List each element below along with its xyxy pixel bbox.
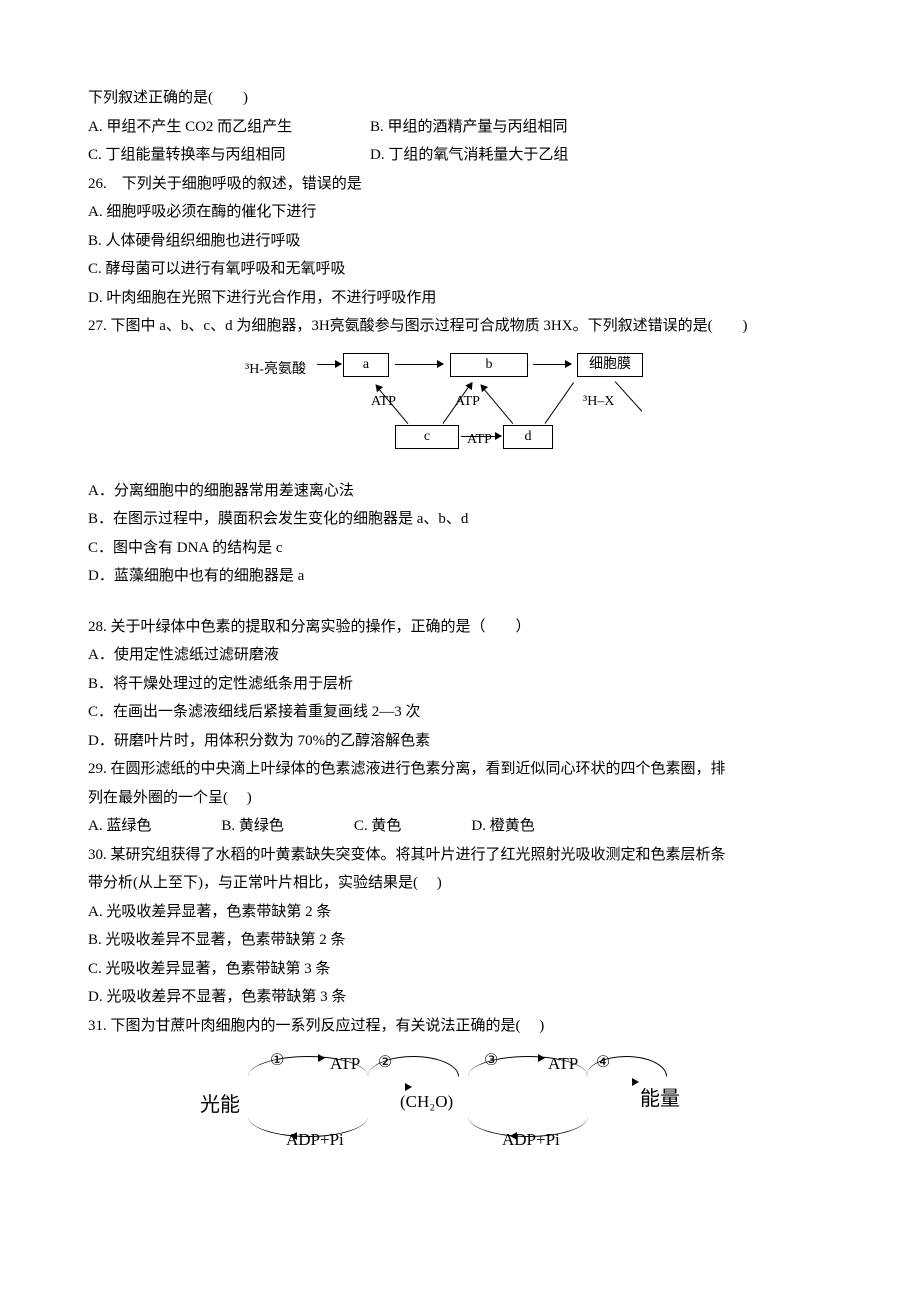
- spacer: [88, 591, 832, 613]
- q26-d: D. 叶肉细胞在光照下进行光合作用，不进行呼吸作用: [88, 284, 832, 313]
- q27-box-c: c: [395, 425, 459, 449]
- q31-ah4: [538, 1054, 545, 1062]
- q31-ah1: [318, 1054, 325, 1062]
- q27-box-d: d: [503, 425, 553, 449]
- q27-box-a: a: [343, 353, 389, 377]
- q27-arrow-b-mem: [533, 364, 571, 365]
- q31-stem: 31. 下图为甘蔗叶肉细胞内的一系列反应过程，有关说法正确的是( ): [88, 1012, 832, 1041]
- q25-opt-b: B. 甲组的酒精产量与丙组相同: [370, 113, 568, 142]
- q27-b: B．在图示过程中，膜面积会发生变化的细胞器是 a、b、d: [88, 505, 832, 534]
- q29-a: A. 蓝绿色: [88, 812, 151, 841]
- q27-atp-3: ATP: [467, 427, 492, 454]
- q27-prod-label: ³H–X: [583, 389, 614, 416]
- q27-diagram: ³H-亮氨酸 a b 细胞膜 c d ATP ATP ATP ³H–X: [245, 353, 675, 463]
- q27-d: D．蓝藻细胞中也有的细胞器是 a: [88, 562, 832, 591]
- q31-diagram: 光能 ① ATP ② ADP+Pi (CH₂O) ③ ATP ④ ADP+Pi …: [200, 1048, 720, 1148]
- q31-n3: ③: [484, 1046, 498, 1076]
- q26-b: B. 人体硬骨组织细胞也进行呼吸: [88, 227, 832, 256]
- q27-arrow-leu-a: [317, 364, 341, 365]
- q26-c: C. 酵母菌可以进行有氧呼吸和无氧呼吸: [88, 255, 832, 284]
- q31-n1: ①: [270, 1046, 284, 1076]
- q25-row2: C. 丁组能量转换率与丙组相同 D. 丁组的氧气消耗量大于乙组: [88, 141, 832, 170]
- q30-c: C. 光吸收差异显著，色素带缺第 3 条: [88, 955, 832, 984]
- q31-atp-2: ATP: [548, 1048, 578, 1080]
- q31-ch2o: (CH₂O): [400, 1086, 453, 1118]
- q31-adp-2: ADP+Pi: [502, 1124, 560, 1156]
- q26-a: A. 细胞呼吸必须在酶的催化下进行: [88, 198, 832, 227]
- q28-b: B．将干燥处理过的定性滤纸条用于层析: [88, 670, 832, 699]
- q29-c: C. 黄色: [354, 812, 402, 841]
- q30-a: A. 光吸收差异显著，色素带缺第 2 条: [88, 898, 832, 927]
- q28-a: A．使用定性滤纸过滤研磨液: [88, 641, 832, 670]
- q27-box-b: b: [450, 353, 528, 377]
- q27-a: A．分离细胞中的细胞器常用差速离心法: [88, 477, 832, 506]
- q25-opt-c: C. 丁组能量转换率与丙组相同: [88, 141, 340, 170]
- q31-energy: 能量: [640, 1080, 680, 1118]
- q25-row1: A. 甲组不产生 CO2 而乙组产生 B. 甲组的酒精产量与丙组相同: [88, 113, 832, 142]
- q31-light: 光能: [200, 1086, 240, 1124]
- q28-stem: 28. 关于叶绿体中色素的提取和分离实验的操作，正确的是（ ）: [88, 613, 832, 642]
- q29-stem2: 列在最外圈的一个呈( ): [88, 784, 832, 813]
- q31-atp-1: ATP: [330, 1048, 360, 1080]
- q25-lead: 下列叙述正确的是( ): [88, 84, 832, 113]
- q27-arrow-a-b: [395, 364, 443, 365]
- q27-box-mem: 细胞膜: [577, 353, 643, 377]
- q29-options: A. 蓝绿色 B. 黄绿色 C. 黄色 D. 橙黄色: [88, 812, 832, 841]
- q27-diag-mem-x: [615, 381, 643, 412]
- q26-stem: 26. 下列关于细胞呼吸的叙述，错误的是: [88, 170, 832, 199]
- q30-stem2: 带分析(从上至下)，与正常叶片相比，实验结果是( ): [88, 869, 832, 898]
- q25-opt-a: A. 甲组不产生 CO2 而乙组产生: [88, 113, 340, 142]
- q30-b: B. 光吸收差异不显著，色素带缺第 2 条: [88, 926, 832, 955]
- q27-c: C．图中含有 DNA 的结构是 c: [88, 534, 832, 563]
- q27-diag-d-x1: [545, 382, 575, 424]
- q29-d: D. 橙黄色: [471, 812, 534, 841]
- q28-c: C．在画出一条滤液细线后紧接着重复画线 2—3 次: [88, 698, 832, 727]
- q27-left-label: ³H-亮氨酸: [245, 357, 306, 384]
- q28-d: D．研磨叶片时，用体积分数为 70%的乙醇溶解色素: [88, 727, 832, 756]
- q27-stem: 27. 下图中 a、b、c、d 为细胞器，3H亮氨酸参与图示过程可合成物质 3H…: [88, 312, 832, 341]
- q30-stem1: 30. 某研究组获得了水稻的叶黄素缺失突变体。将其叶片进行了红光照射光吸收测定和…: [88, 841, 832, 870]
- q29-b: B. 黄绿色: [221, 812, 284, 841]
- q27-arrow-c-d: [461, 436, 501, 437]
- q25-opt-d: D. 丁组的氧气消耗量大于乙组: [370, 141, 568, 170]
- q31-ah6: [632, 1078, 639, 1086]
- q27-diag-d-b: [480, 384, 513, 423]
- q30-d: D. 光吸收差异不显著，色素带缺第 3 条: [88, 983, 832, 1012]
- q31-adp-1: ADP+Pi: [286, 1124, 344, 1156]
- exam-page: 下列叙述正确的是( ) A. 甲组不产生 CO2 而乙组产生 B. 甲组的酒精产…: [0, 0, 920, 1302]
- q29-stem1: 29. 在圆形滤纸的中央滴上叶绿体的色素滤液进行色素分离，看到近似同心环状的四个…: [88, 755, 832, 784]
